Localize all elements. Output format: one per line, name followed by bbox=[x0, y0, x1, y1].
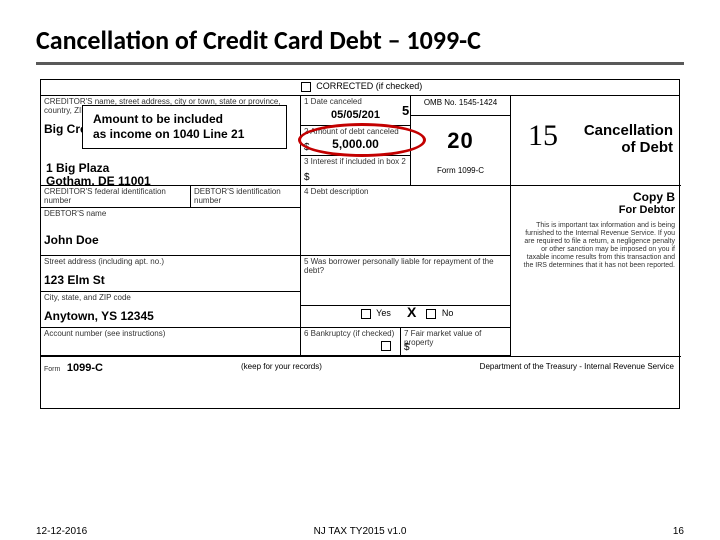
creditor-line2: 1 Big Plaza bbox=[46, 161, 109, 175]
slide-title: Cancellation of Credit Card Debt – 1099-… bbox=[36, 24, 684, 56]
keep-records: (keep for your records) bbox=[241, 362, 322, 371]
callout-line1: Amount to be included bbox=[93, 112, 276, 127]
box7-label: 7 Fair market value of property bbox=[404, 330, 507, 348]
addr-value: 123 Elm St bbox=[44, 273, 297, 287]
dtin-label: DEBTOR'S identification number bbox=[194, 188, 297, 206]
form-label: Form bbox=[44, 366, 60, 373]
debtor-name-label: DEBTOR'S name bbox=[44, 210, 297, 219]
form-number-cell: Form 1099-C bbox=[41, 356, 161, 376]
omb-cell: OMB No. 1545-1424 bbox=[411, 96, 511, 116]
title-rule bbox=[36, 62, 684, 65]
footer-page: 16 bbox=[673, 526, 684, 537]
creditor-line3: Gotham, DE 11001 bbox=[46, 174, 151, 186]
corrected-label: CORRECTED (if checked) bbox=[316, 81, 422, 91]
box1-label: 1 Date canceled bbox=[304, 98, 407, 107]
yes-label: Yes bbox=[376, 308, 391, 318]
city-cell: City, state, and ZIP code Anytown, YS 12… bbox=[41, 292, 301, 328]
dtin-cell: DEBTOR'S identification number bbox=[191, 186, 301, 208]
box5: 5 Was borrower personally liable for rep… bbox=[301, 256, 511, 306]
fein-cell: CREDITOR'S federal identification number bbox=[41, 186, 191, 208]
acct-label: Account number (see instructions) bbox=[44, 330, 297, 339]
box3: 3 Interest if included in box 2 $ bbox=[301, 156, 411, 186]
city-label: City, state, and ZIP code bbox=[44, 294, 297, 303]
addr-cell: Street address (including apt. no.) 123 … bbox=[41, 256, 301, 292]
no-label: No bbox=[442, 308, 454, 318]
corrected-row: CORRECTED (if checked) bbox=[41, 80, 679, 96]
bankruptcy-checkbox bbox=[381, 341, 391, 351]
dept-treasury: Department of the Treasury - Internal Re… bbox=[480, 362, 674, 371]
callout-box: Amount to be included as income on 1040 … bbox=[82, 105, 287, 149]
year-big: 20 bbox=[414, 128, 507, 154]
box1: 1 Date canceled 05/05/201 bbox=[301, 96, 411, 126]
acct-cell: Account number (see instructions) bbox=[41, 328, 301, 356]
no-checkbox bbox=[426, 309, 436, 319]
box1-value: 05/05/201 bbox=[304, 109, 407, 121]
city-value: Anytown, YS 12345 bbox=[44, 309, 297, 323]
copyb: Copy B bbox=[517, 190, 675, 204]
form-1099c-container: Amount to be included as income on 1040 … bbox=[40, 79, 680, 409]
highlight-oval bbox=[298, 123, 426, 157]
box4-label: 4 Debt description bbox=[304, 188, 507, 197]
box5-label: 5 Was borrower personally liable for rep… bbox=[304, 258, 507, 276]
dollar-sign-7: $ bbox=[404, 342, 410, 353]
debtor-name-cell: DEBTOR'S name John Doe bbox=[41, 208, 301, 256]
box4: 4 Debt description bbox=[301, 186, 511, 256]
for-debtor: For Debtor bbox=[517, 204, 675, 216]
yesno-cell: X Yes No bbox=[301, 306, 511, 328]
yes-checkbox bbox=[361, 309, 371, 319]
form-num-small: Form 1099-C bbox=[414, 166, 507, 175]
box6-label: 6 Bankruptcy (if checked) bbox=[304, 330, 397, 339]
footer-center: NJ TAX TY2015 v1.0 bbox=[0, 526, 720, 537]
annotation-15: 15 bbox=[528, 119, 558, 153]
yes-checkmark: X bbox=[407, 306, 416, 320]
callout-line2: as income on 1040 Line 21 bbox=[93, 127, 276, 142]
box7: 7 Fair market value of property $ bbox=[401, 328, 511, 356]
box3-label: 3 Interest if included in box 2 bbox=[304, 158, 407, 167]
fine-text: This is important tax information and is… bbox=[517, 222, 675, 270]
copyb-cell: Copy B For Debtor This is important tax … bbox=[511, 186, 681, 410]
addr-label: Street address (including apt. no.) bbox=[44, 258, 297, 267]
fein-label: CREDITOR'S federal identification number bbox=[44, 188, 187, 206]
annotation-5: 5 bbox=[402, 103, 409, 118]
form-number: 1099-C bbox=[67, 362, 103, 374]
year-cell: 20 Form 1099-C bbox=[411, 116, 511, 186]
debtor-name: John Doe bbox=[44, 233, 297, 247]
dollar-sign-3: $ bbox=[304, 172, 310, 183]
box6: 6 Bankruptcy (if checked) bbox=[301, 328, 401, 356]
corrected-checkbox bbox=[301, 82, 311, 92]
